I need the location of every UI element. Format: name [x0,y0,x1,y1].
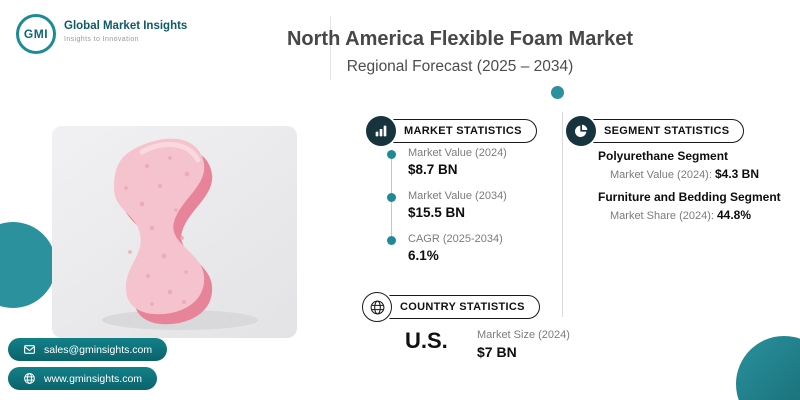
country-statistics-header: COUNTRY STATISTICS [362,292,540,322]
segment-stat-item: Polyurethane Segment Market Value (2024)… [598,149,759,181]
stat-value: 6.1% [408,248,439,263]
brand-logo: GMI Global Market Insights Insights to I… [16,14,187,54]
decorative-circle-bottom-right [736,336,800,400]
email-button[interactable]: sales@gminsights.com [8,338,168,361]
header-divider [330,16,331,80]
segment-value: 44.8% [717,208,752,222]
market-stat-item: CAGR (2025-2034) 6.1% [408,233,503,263]
country-name: U.S. [405,328,448,353]
segment-label: Market Share (2024): [610,210,714,222]
logo-text: GMI [23,27,49,41]
website-label: www.gminsights.com [44,372,143,385]
segment-title: Polyurethane Segment [598,149,729,163]
page-subtitle: Regional Forecast (2025 – 2034) [346,58,574,75]
bullet-icon [387,150,396,159]
stat-label: Market Value (2024) [408,147,507,159]
segment-label: Market Value (2024): [610,169,712,181]
stat-value: $8.7 BN [408,162,458,177]
market-stat-item: Market Value (2034) $15.5 BN [408,190,507,220]
segment-statistics-header: SEGMENT STATISTICS [566,116,745,146]
stat-value: $7 BN [477,344,517,360]
market-stat-item: Market Value (2024) $8.7 BN [408,147,507,177]
decorative-circle-left [0,222,56,308]
vertical-divider [562,112,563,317]
segment-title: Furniture and Bedding Segment [598,190,781,204]
pie-chart-icon [566,116,596,146]
globe-icon [24,373,35,384]
sponge-illustration [102,138,258,330]
globe-icon [362,292,392,322]
segment-value: $4.3 BN [714,167,759,181]
bullet-icon [387,236,396,245]
gmi-logo-icon: GMI [16,14,56,54]
country-stat-item: Market Size (2024) $7 BN [477,329,570,360]
envelope-icon [24,345,35,354]
bar-chart-icon [366,116,396,146]
decorative-dot [551,86,564,99]
segment-stat-item: Furniture and Bedding Segment Market Sha… [598,190,781,222]
website-button[interactable]: www.gminsights.com [8,367,158,390]
market-statistics-header: MARKET STATISTICS [366,116,537,146]
brand-name: Global Market Insights [64,20,188,32]
stat-label: Market Value (2034) [408,190,507,202]
stat-value: $15.5 BN [408,205,466,220]
bullet-icon [387,193,396,202]
market-statistics-heading: MARKET STATISTICS [381,119,537,143]
email-label: sales@gminsights.com [44,343,153,356]
stat-label: Market Size (2024) [477,329,570,341]
stat-label: CAGR (2025-2034) [408,233,503,245]
segment-statistics-heading: SEGMENT STATISTICS [581,119,745,143]
page-title: North America Flexible Foam Market [286,28,634,50]
country-statistics-heading: COUNTRY STATISTICS [377,295,540,319]
sponge-image [52,126,297,338]
brand-tagline: Insights to Innovation [64,35,139,43]
